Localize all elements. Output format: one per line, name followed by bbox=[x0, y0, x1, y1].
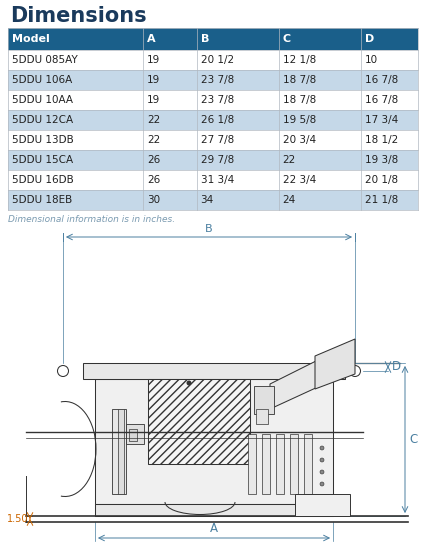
Text: 23 7/8: 23 7/8 bbox=[201, 75, 234, 85]
Circle shape bbox=[320, 458, 324, 462]
Circle shape bbox=[320, 470, 324, 474]
Text: 5DDU 10AA: 5DDU 10AA bbox=[12, 95, 73, 105]
Polygon shape bbox=[315, 339, 355, 389]
Text: 34: 34 bbox=[201, 195, 214, 205]
Text: 20 1/8: 20 1/8 bbox=[365, 175, 398, 185]
Text: C: C bbox=[282, 34, 291, 44]
Text: 5DDU 106A: 5DDU 106A bbox=[12, 75, 72, 85]
Bar bbox=[248, 434, 256, 494]
Text: 5DDU 12CA: 5DDU 12CA bbox=[12, 115, 73, 125]
Bar bbox=[8, 50, 418, 70]
Bar bbox=[95, 504, 333, 516]
Text: C: C bbox=[409, 433, 417, 446]
Text: 19: 19 bbox=[147, 75, 161, 85]
Text: 12 1/8: 12 1/8 bbox=[282, 55, 316, 65]
Text: 16 7/8: 16 7/8 bbox=[365, 95, 398, 105]
Text: 22: 22 bbox=[147, 115, 161, 125]
Text: 18 1/2: 18 1/2 bbox=[365, 135, 398, 145]
Text: D: D bbox=[365, 34, 374, 44]
Bar bbox=[148, 379, 250, 464]
Text: 19: 19 bbox=[147, 55, 161, 65]
Text: 5DDU 18EB: 5DDU 18EB bbox=[12, 195, 72, 205]
Text: 5DDU 085AY: 5DDU 085AY bbox=[12, 55, 78, 65]
Text: A: A bbox=[147, 34, 156, 44]
Bar bbox=[262, 434, 270, 494]
Text: D: D bbox=[392, 361, 401, 373]
Bar bbox=[95, 379, 333, 504]
Bar bbox=[256, 409, 268, 424]
Bar bbox=[276, 434, 284, 494]
Polygon shape bbox=[270, 359, 320, 409]
Bar bbox=[8, 130, 418, 150]
Text: 5DDU 16DB: 5DDU 16DB bbox=[12, 175, 74, 185]
Text: 24: 24 bbox=[282, 195, 296, 205]
Bar bbox=[254, 386, 274, 414]
Text: 18 7/8: 18 7/8 bbox=[282, 75, 316, 85]
Text: 20 3/4: 20 3/4 bbox=[282, 135, 316, 145]
Text: 30: 30 bbox=[147, 195, 161, 205]
Bar bbox=[8, 170, 418, 190]
Text: 26: 26 bbox=[147, 175, 161, 185]
Text: 23 7/8: 23 7/8 bbox=[201, 95, 234, 105]
Text: 20 1/2: 20 1/2 bbox=[201, 55, 234, 65]
Text: B: B bbox=[205, 224, 213, 234]
Text: B: B bbox=[201, 34, 209, 44]
Text: 22: 22 bbox=[282, 155, 296, 165]
Text: 29 7/8: 29 7/8 bbox=[201, 155, 234, 165]
Circle shape bbox=[187, 381, 192, 386]
Text: 26 1/8: 26 1/8 bbox=[201, 115, 234, 125]
Text: Dimensional information is in inches.: Dimensional information is in inches. bbox=[8, 215, 175, 224]
Text: 5DDU 15CA: 5DDU 15CA bbox=[12, 155, 73, 165]
Text: 31 3/4: 31 3/4 bbox=[201, 175, 234, 185]
Bar bbox=[8, 190, 418, 210]
Text: Dimensions: Dimensions bbox=[10, 6, 147, 26]
Text: 22 3/4: 22 3/4 bbox=[282, 175, 316, 185]
Bar bbox=[290, 434, 298, 494]
Bar bbox=[126, 424, 144, 444]
Text: 19 3/8: 19 3/8 bbox=[365, 155, 398, 165]
Text: A: A bbox=[210, 522, 218, 535]
Bar bbox=[295, 494, 350, 516]
Text: 26: 26 bbox=[147, 155, 161, 165]
Text: 5DDU 13DB: 5DDU 13DB bbox=[12, 135, 74, 145]
Text: 27 7/8: 27 7/8 bbox=[201, 135, 234, 145]
Bar bbox=[129, 429, 137, 441]
Bar bbox=[8, 70, 418, 90]
Bar bbox=[8, 150, 418, 170]
Text: 16 7/8: 16 7/8 bbox=[365, 75, 398, 85]
Text: 21 1/8: 21 1/8 bbox=[365, 195, 398, 205]
Bar bbox=[83, 363, 345, 379]
Text: 17 3/4: 17 3/4 bbox=[365, 115, 398, 125]
Text: 10: 10 bbox=[365, 55, 378, 65]
Circle shape bbox=[320, 482, 324, 486]
Text: 18 7/8: 18 7/8 bbox=[282, 95, 316, 105]
Bar bbox=[8, 90, 418, 110]
Text: 22: 22 bbox=[147, 135, 161, 145]
Bar bbox=[112, 409, 126, 494]
Bar bbox=[118, 409, 124, 494]
Circle shape bbox=[320, 446, 324, 450]
Bar bbox=[8, 110, 418, 130]
Text: 19 5/8: 19 5/8 bbox=[282, 115, 316, 125]
Bar bbox=[8, 28, 418, 50]
Text: 19: 19 bbox=[147, 95, 161, 105]
Text: 1.50: 1.50 bbox=[6, 514, 28, 524]
Text: Model: Model bbox=[12, 34, 50, 44]
Bar bbox=[304, 434, 312, 494]
